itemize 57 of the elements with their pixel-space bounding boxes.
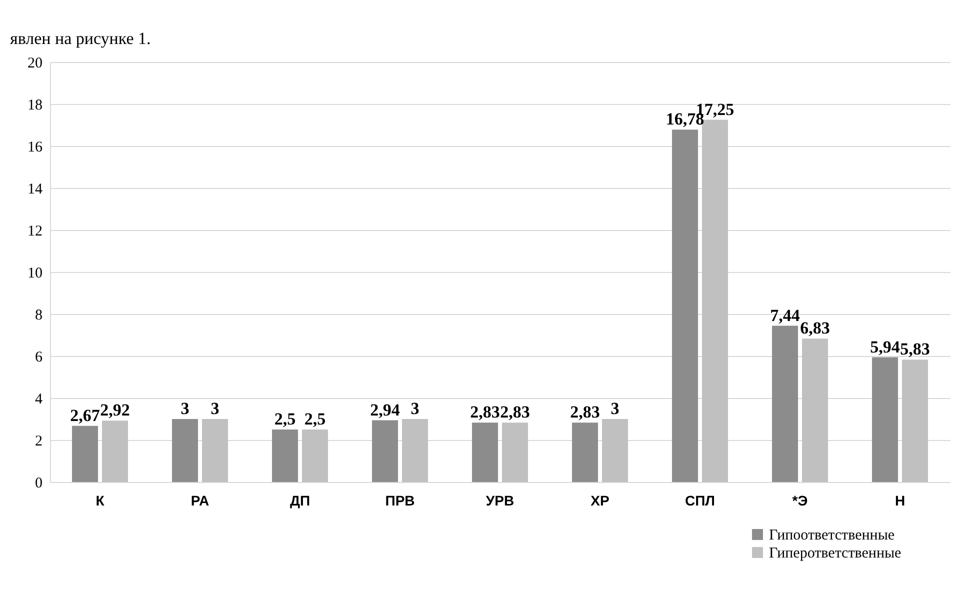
y-tick-label: 8 [35,308,42,324]
x-tick-label: УРВ [486,492,514,508]
bar [272,430,298,482]
x-tick-label: ДП [290,492,310,508]
data-label: 6,83 [800,318,830,338]
legend-label: Гиперответственные [769,546,902,562]
data-label: 5,94 [870,337,900,356]
bar [502,422,528,482]
data-label: 2,92 [100,400,130,420]
bar [872,357,898,482]
x-tick-label: ХР [590,492,610,508]
data-label: 7,44 [770,306,800,325]
y-tick-label: 14 [28,182,43,198]
data-label: 3 [610,399,620,418]
y-tick-label: 12 [28,224,42,240]
data-label: 5,83 [900,340,930,359]
y-tick-label: 18 [28,98,42,114]
bar [172,419,198,482]
x-tick-label: ПРВ [385,492,415,508]
data-label: 2,83 [470,402,500,422]
y-tick-label: 20 [28,56,42,72]
bar [672,130,698,482]
bar [472,422,498,482]
text: явлен на рисунке 1. [10,29,151,48]
bar [772,326,798,482]
bar [602,419,628,482]
data-label: 2,5 [304,410,326,428]
bar [372,420,398,482]
bar [902,360,928,482]
y-tick-label: 4 [35,392,43,408]
data-label: 2,94 [370,400,400,420]
bar [402,419,428,482]
data-label: 3 [180,399,190,418]
y-tick-label: 2 [35,434,42,450]
bar [72,426,98,482]
x-tick-label: Н [894,492,906,508]
data-label: 3 [410,399,420,418]
bar [102,420,128,482]
bar [802,338,828,482]
data-label: 2,67 [70,406,100,425]
y-tick-label: 10 [28,266,42,282]
data-label: 3 [210,399,220,418]
bar [202,419,228,482]
bar [302,430,328,482]
bar [572,422,598,482]
data-label: 2,5 [274,410,296,428]
data-label: 2,83 [570,402,600,422]
x-tick-label: К [96,492,105,508]
y-tick-label: 6 [35,350,43,366]
x-tick-label: *Э [792,492,808,508]
y-tick-label: 0 [35,476,42,492]
x-tick-label: СПЛ [685,492,715,508]
y-tick-label: 16 [28,140,43,156]
legend-label: Гипоответственные [769,528,895,544]
x-tick-label: РА [190,492,210,508]
bar [702,120,728,482]
data-label: 2,83 [500,402,530,422]
